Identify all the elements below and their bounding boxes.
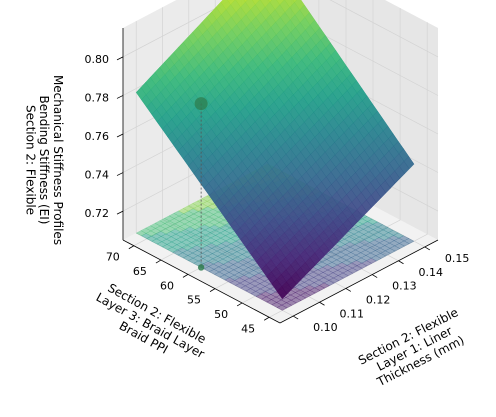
marker-floor-point — [197, 264, 205, 271]
x-axis-line — [279, 239, 439, 324]
surface-patch — [268, 0, 273, 3]
y-tick-label: 55 — [187, 294, 201, 307]
axes: 0.100.110.120.130.140.15 45 50 55 60 65 70 0.72… — [85, 28, 470, 335]
y-tick — [236, 302, 243, 307]
grid-line-z — [122, 0, 439, 58]
z-axis-title-line: Mechanical Stiffness Profiles — [51, 75, 65, 245]
z-tick-label: 0.78 — [85, 91, 110, 104]
y-tick-label: 50 — [214, 308, 228, 321]
z-tick-label: 0.80 — [85, 53, 110, 66]
y-tick — [155, 259, 162, 264]
x-tick — [345, 288, 352, 292]
y-tick-label: 65 — [133, 265, 147, 278]
x-tick-label: 0.15 — [445, 252, 470, 265]
y-tick — [128, 245, 135, 250]
y-tick-label: 45 — [241, 322, 255, 335]
z-tick — [116, 210, 124, 215]
x-tick-label: 0.11 — [340, 307, 365, 320]
z-axis-title-line: Bending Stiffness (EI) — [37, 96, 51, 225]
y-tick-label: 60 — [160, 279, 174, 292]
x-tick-label: 0.12 — [366, 293, 391, 306]
y-tick-label: 70 — [106, 251, 120, 264]
x-tick — [319, 301, 325, 306]
x-tick — [424, 246, 431, 251]
surface-patch — [292, 0, 298, 3]
x-tick-label: 0.13 — [392, 280, 417, 293]
z-tick-label: 0.76 — [85, 130, 110, 143]
surface-patch — [276, 286, 288, 300]
z-tick — [116, 133, 124, 138]
y-axis-title: Section 2: FlexibleLayer 3: Braid LayerB… — [87, 278, 213, 373]
z-axis-title: Mechanical Stiffness ProfilesBending Sti… — [23, 75, 65, 245]
z-tick-label: 0.74 — [85, 169, 110, 182]
x-tick-label: 0.10 — [313, 321, 338, 334]
z-tick — [116, 172, 124, 176]
z-tick-label: 0.72 — [85, 207, 110, 220]
y-tick — [209, 288, 216, 292]
y-tick — [263, 316, 270, 321]
x-tick — [292, 315, 299, 320]
x-tick-label: 0.14 — [419, 266, 444, 279]
x-axis-title: Section 2: FlexibleLayer 1: LinerThickne… — [356, 305, 473, 392]
y-tick — [182, 274, 189, 278]
z-tick — [116, 56, 124, 61]
x-tick — [398, 260, 404, 265]
z-tick — [116, 95, 124, 99]
surface — [135, 0, 415, 300]
optimum-marker — [194, 97, 208, 271]
marker-point — [194, 97, 208, 111]
surface-patch — [243, 0, 248, 3]
x-tick — [371, 274, 378, 278]
z-axis-title-line: Section 2: Flexible — [23, 105, 37, 215]
y-axis-line — [122, 239, 281, 324]
